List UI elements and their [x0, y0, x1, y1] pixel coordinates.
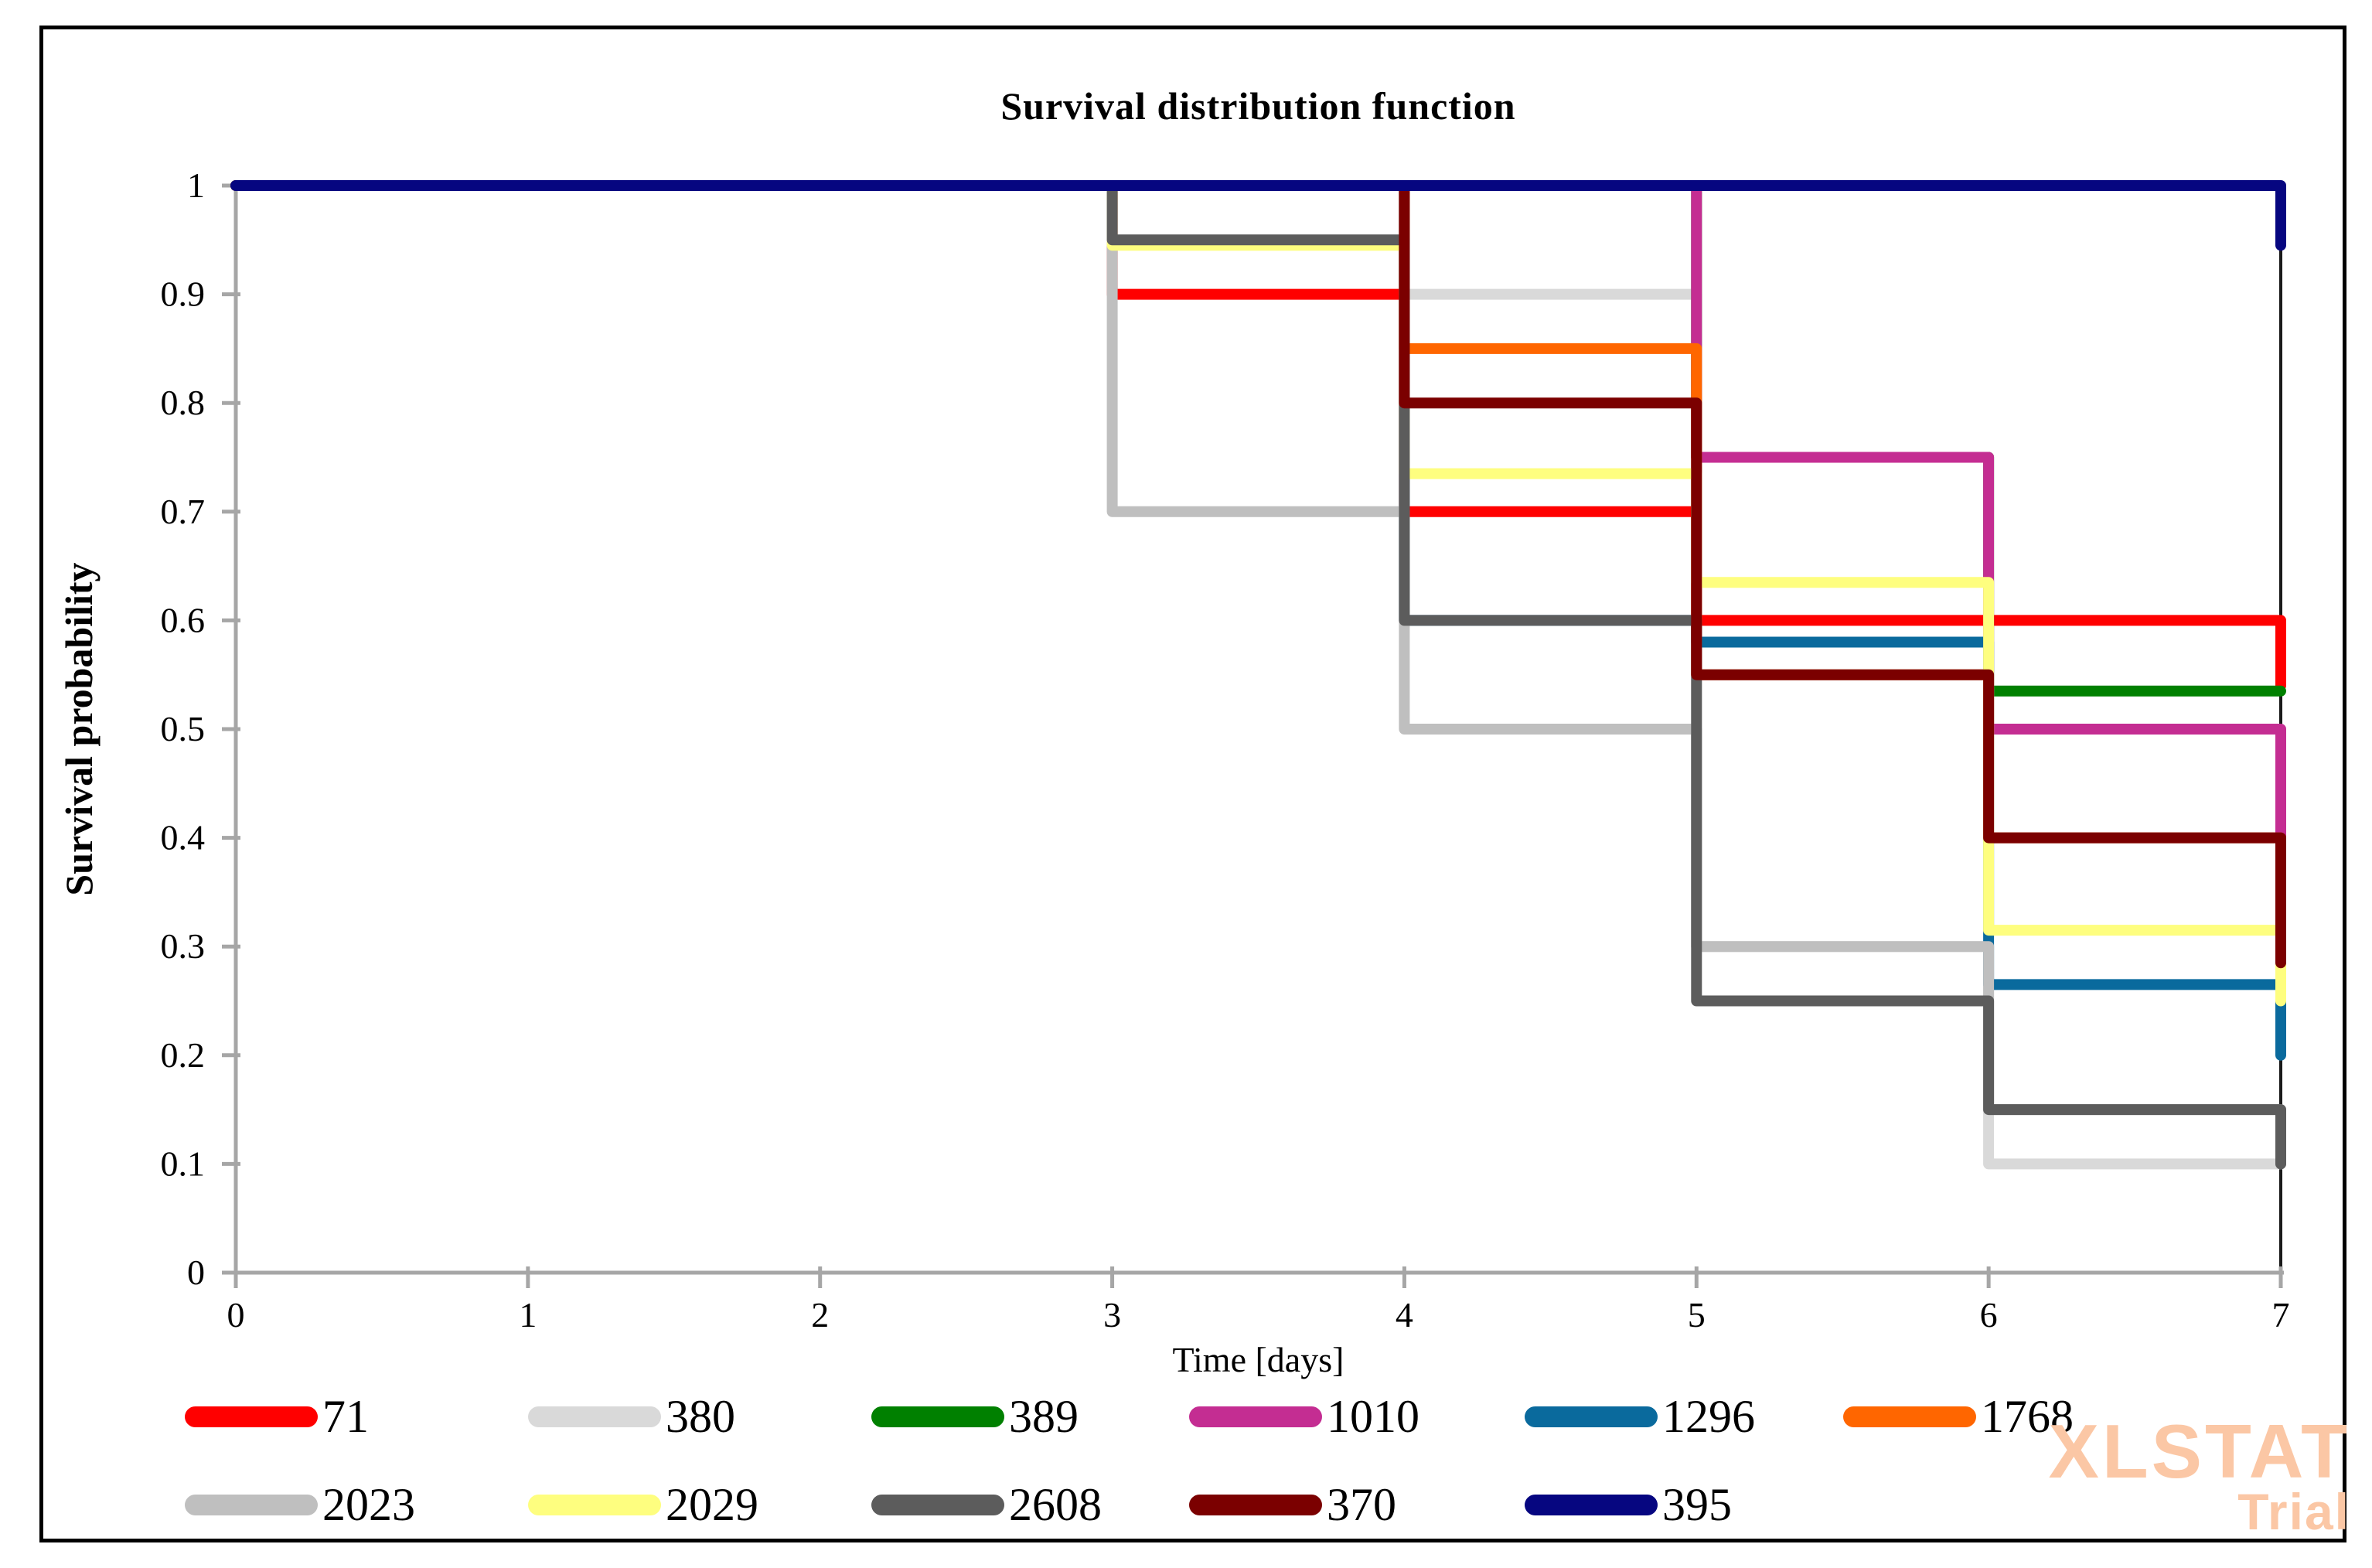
y-tick-label: 0.1	[161, 1144, 206, 1183]
x-tick-label: 5	[1688, 1295, 1706, 1335]
series-line-395	[230, 180, 2286, 251]
watermark-trial: Trial	[2237, 1483, 2350, 1541]
x-tick-label: 2	[811, 1295, 829, 1335]
xlstat-watermark: XLSTAT Trial	[2048, 1409, 2350, 1541]
watermark-brand: XLSTAT	[2048, 1409, 2350, 1494]
x-tick-label: 7	[2272, 1295, 2290, 1335]
x-axis-title: Time [days]	[1172, 1340, 1344, 1379]
y-tick-label: 0.4	[161, 818, 206, 857]
y-tick-label: 0.6	[161, 600, 206, 639]
y-tick-label: 0.9	[161, 274, 206, 314]
y-tick-label: 0.7	[161, 492, 206, 531]
x-tick-label: 4	[1396, 1295, 1413, 1335]
y-tick-label: 0	[187, 1253, 205, 1292]
series-line-2029	[230, 180, 2286, 1007]
x-tick-label: 6	[1980, 1295, 1998, 1335]
y-tick-label: 0.8	[161, 383, 206, 422]
y-tick-label: 0.3	[161, 926, 206, 966]
y-tick-label: 0.2	[161, 1035, 206, 1075]
series-line-1768	[230, 180, 2286, 969]
chart-outer-border	[39, 26, 2346, 1542]
y-tick-label: 0.5	[161, 709, 206, 748]
y-tick-label: 1	[187, 165, 205, 205]
series-line-370	[230, 180, 2286, 969]
y-axis-title: Survival probability	[57, 562, 101, 896]
x-tick-label: 0	[227, 1295, 245, 1335]
series-line-71	[230, 180, 2286, 691]
chart-title: Survival distribution function	[1000, 84, 1516, 128]
x-tick-label: 1	[519, 1295, 537, 1335]
x-tick-label: 3	[1103, 1295, 1121, 1335]
